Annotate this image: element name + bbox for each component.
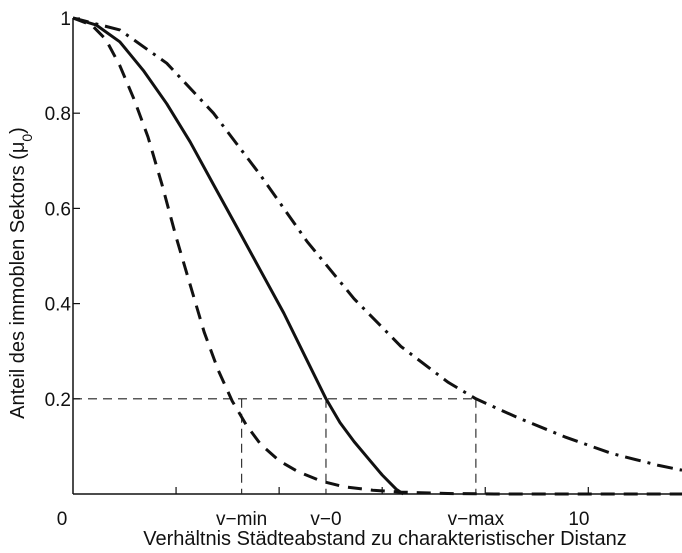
y-axis-label-symbol: μ (7, 142, 29, 154)
series-lines (72, 16, 682, 496)
series-line-dashdot (72, 16, 682, 472)
plot-area (72, 18, 682, 495)
x-tick-label-2: v−0 (310, 509, 341, 530)
reference-lines (73, 398, 477, 494)
y-axis-label-sub: 0 (19, 134, 35, 142)
y-tick-label-3: 0.8 (45, 104, 71, 125)
y-axis-label-close: ) (7, 127, 29, 134)
x-tick-label-1: v−min (216, 509, 267, 530)
y-tick-label-2: 0.6 (45, 199, 71, 220)
y-tick-label-0: 0.2 (45, 390, 71, 411)
x-tick-label-0: 0 (57, 509, 68, 530)
y-axis-label: Anteil des immoblen Sektors (μ0) (7, 127, 35, 419)
x-tick-label-4: 10 (568, 509, 589, 530)
y-tick-label-1: 0.4 (45, 295, 72, 316)
series-line-solid (72, 16, 405, 496)
y-axis-label-main: Anteil des immoblen Sektors ( (7, 153, 29, 419)
series-line-dashed (72, 16, 682, 496)
x-axis-label: Verhältnis Städteabstand zu charakterist… (143, 528, 627, 550)
axis-ticks: 0.20.40.60.810 v−min v−0 v−max 10 (45, 9, 590, 530)
x-tick-label-3: v−max (448, 509, 505, 530)
y-tick-label-4: 1 (60, 9, 71, 30)
